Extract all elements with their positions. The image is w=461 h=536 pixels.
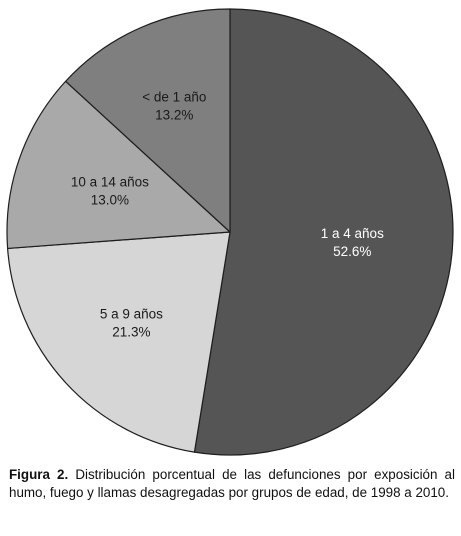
pie-slice-1-a-4-a-os [193,8,454,456]
pie-slice-de-1-a-o [65,8,231,233]
slice-value-label: 52.6% [333,244,371,259]
slice-label: < de 1 año [142,89,206,104]
slice-value-label: 13.0% [91,192,129,207]
slice-labels: 1 a 4 años 52.6% 5 a 9 años 21.3% 10 a 14 añ… [71,89,384,339]
pie-slice-10-a-14-a-os [6,80,231,250]
slice-value-label: 13.2% [155,107,193,122]
pie-slice-5-a-9-a-os [7,231,231,453]
figure-caption: Figura 2. Distribución porcentual de las… [9,466,455,501]
slice-label: 1 a 4 años [321,226,384,241]
caption-text: Distribución porcentual de las defuncion… [9,467,455,500]
slice-label: 10 a 14 años [71,174,149,189]
pie-slices [6,8,454,456]
pie-chart: 1 a 4 años 52.6% 5 a 9 años 21.3% 10 a 14 añ… [6,8,454,456]
slice-value-label: 21.3% [112,324,150,339]
slice-label: 5 a 9 años [100,306,163,321]
figure-label: Figura 2. [9,467,69,482]
